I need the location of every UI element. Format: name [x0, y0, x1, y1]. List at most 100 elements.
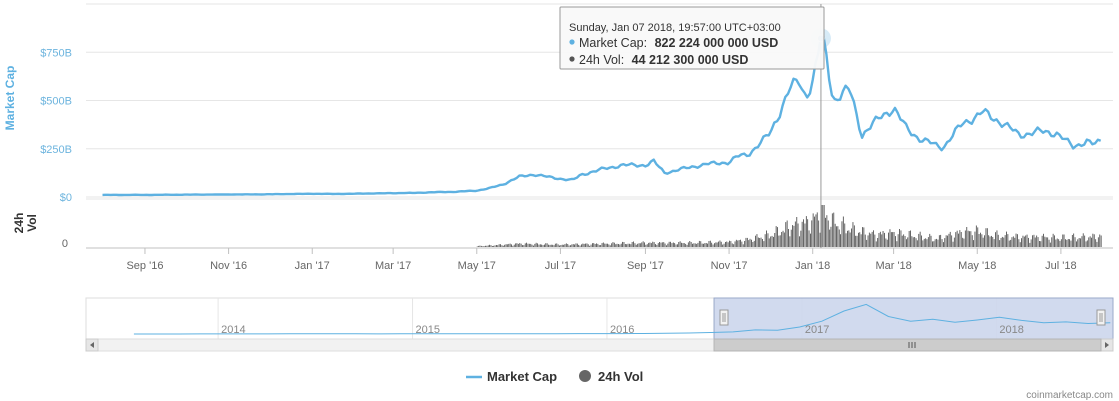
volume-bar — [671, 243, 673, 247]
volume-bar — [612, 242, 614, 247]
volume-bar — [923, 238, 925, 247]
volume-bar — [823, 205, 825, 247]
volume-bar — [1085, 241, 1087, 247]
y-tick-label-2: $500B — [40, 96, 72, 108]
volume-bar — [752, 242, 754, 247]
volume-bar — [988, 235, 990, 247]
volume-bar — [992, 237, 994, 247]
legend-market-cap[interactable]: Market Cap — [466, 369, 557, 384]
legend-24h-vol[interactable]: 24h Vol — [579, 369, 643, 384]
volume-bar — [711, 242, 713, 247]
volume-bar — [1018, 239, 1020, 247]
volume-axis-title-line2: Vol — [25, 214, 39, 232]
scrollbar-thumb[interactable] — [713, 338, 1102, 352]
volume-bar — [583, 243, 585, 247]
volume-bar — [593, 243, 595, 247]
volume-bar — [966, 227, 968, 247]
volume-bar — [568, 245, 570, 247]
chart-credit[interactable]: coinmarketcap.com — [1026, 390, 1113, 401]
volume-bar — [605, 243, 607, 247]
volume-bar — [689, 241, 691, 247]
navigator-handle-right[interactable] — [1096, 309, 1106, 326]
volume-bar — [515, 243, 517, 247]
volume-bar — [745, 237, 747, 247]
scrollbar-right-button[interactable] — [1100, 338, 1114, 352]
tooltip-market-cap: Market Cap: 822 224 000 000 USD — [579, 36, 778, 50]
tooltip: Sunday, Jan 07 2018, 19:57:00 UTC+03:00 … — [559, 6, 825, 70]
volume-bar — [845, 233, 847, 247]
volume-bar — [597, 243, 599, 247]
volume-bar — [911, 236, 913, 247]
volume-bar — [726, 241, 728, 247]
volume-bar — [641, 242, 643, 247]
volume-bar — [915, 238, 917, 247]
tooltip-date: Sunday, Jan 07 2018, 19:57:00 UTC+03:00 — [569, 22, 781, 34]
volume-bar — [598, 245, 600, 247]
volume-bar — [978, 234, 980, 247]
volume-bar — [918, 233, 920, 247]
volume-bar — [996, 230, 998, 247]
volume-bar — [571, 244, 573, 247]
volume-bar — [709, 240, 711, 247]
volume-bar — [781, 232, 783, 247]
volume-bar — [552, 244, 554, 247]
tooltip-volume-label: 24h Vol: — [579, 53, 624, 67]
volume-bar — [1062, 234, 1064, 247]
volume-bar — [685, 243, 687, 247]
volume-bar — [989, 236, 991, 247]
scrollbar-left-button[interactable] — [85, 338, 99, 352]
volume-bar — [1043, 233, 1044, 247]
volume-bar — [1082, 233, 1084, 247]
x-tick-label-9: Mar '18 — [875, 260, 911, 272]
volume-bar — [1063, 234, 1065, 247]
volume-bar — [670, 241, 671, 247]
volume-bar — [921, 235, 922, 247]
volume-bar — [620, 243, 622, 247]
volume-bar — [960, 232, 962, 247]
volume-bar — [1081, 236, 1083, 247]
volume-bar — [1093, 234, 1095, 247]
volume-bar — [1080, 238, 1081, 247]
volume-bar — [637, 243, 639, 247]
volume-bar — [655, 244, 656, 247]
volume-bar — [884, 232, 885, 247]
volume-bar — [900, 230, 902, 247]
volume-bar — [478, 245, 480, 247]
volume-bar — [1084, 235, 1086, 247]
volume-bar — [744, 241, 746, 247]
volume-bar — [941, 239, 943, 247]
volume-bar — [858, 232, 859, 247]
volume-bar — [886, 239, 888, 247]
volume-bar — [1029, 242, 1031, 247]
volume-bar — [683, 243, 685, 247]
navigator-handle-left[interactable] — [719, 309, 729, 326]
volume-bar — [644, 242, 645, 247]
volume-bar — [1091, 237, 1092, 247]
volume-bar — [958, 233, 959, 247]
volume-bar — [517, 243, 519, 247]
volume-bar — [746, 237, 748, 247]
volume-bar — [980, 232, 981, 247]
volume-bar — [723, 243, 725, 247]
legend-market-cap-label: Market Cap — [487, 369, 557, 384]
x-tick-label-4: May '17 — [458, 260, 496, 272]
volume-bar — [672, 242, 674, 247]
volume-bar — [932, 241, 933, 247]
volume-bar — [635, 244, 637, 247]
volume-bar — [707, 243, 708, 247]
volume-bar — [927, 237, 929, 247]
volume-bar — [682, 243, 684, 247]
volume-bar — [896, 241, 898, 247]
navigator-selected-range[interactable] — [713, 297, 1114, 340]
volume-bar — [1034, 237, 1036, 247]
volume-bar — [803, 219, 804, 247]
volume-bar — [576, 243, 578, 247]
volume-bar — [533, 245, 534, 247]
volume-bar — [1044, 236, 1046, 247]
volume-bar — [708, 241, 710, 247]
volume-bar — [1070, 240, 1072, 247]
volume-bar — [1100, 235, 1102, 247]
volume-bar — [482, 246, 484, 247]
volume-bar — [762, 239, 763, 247]
